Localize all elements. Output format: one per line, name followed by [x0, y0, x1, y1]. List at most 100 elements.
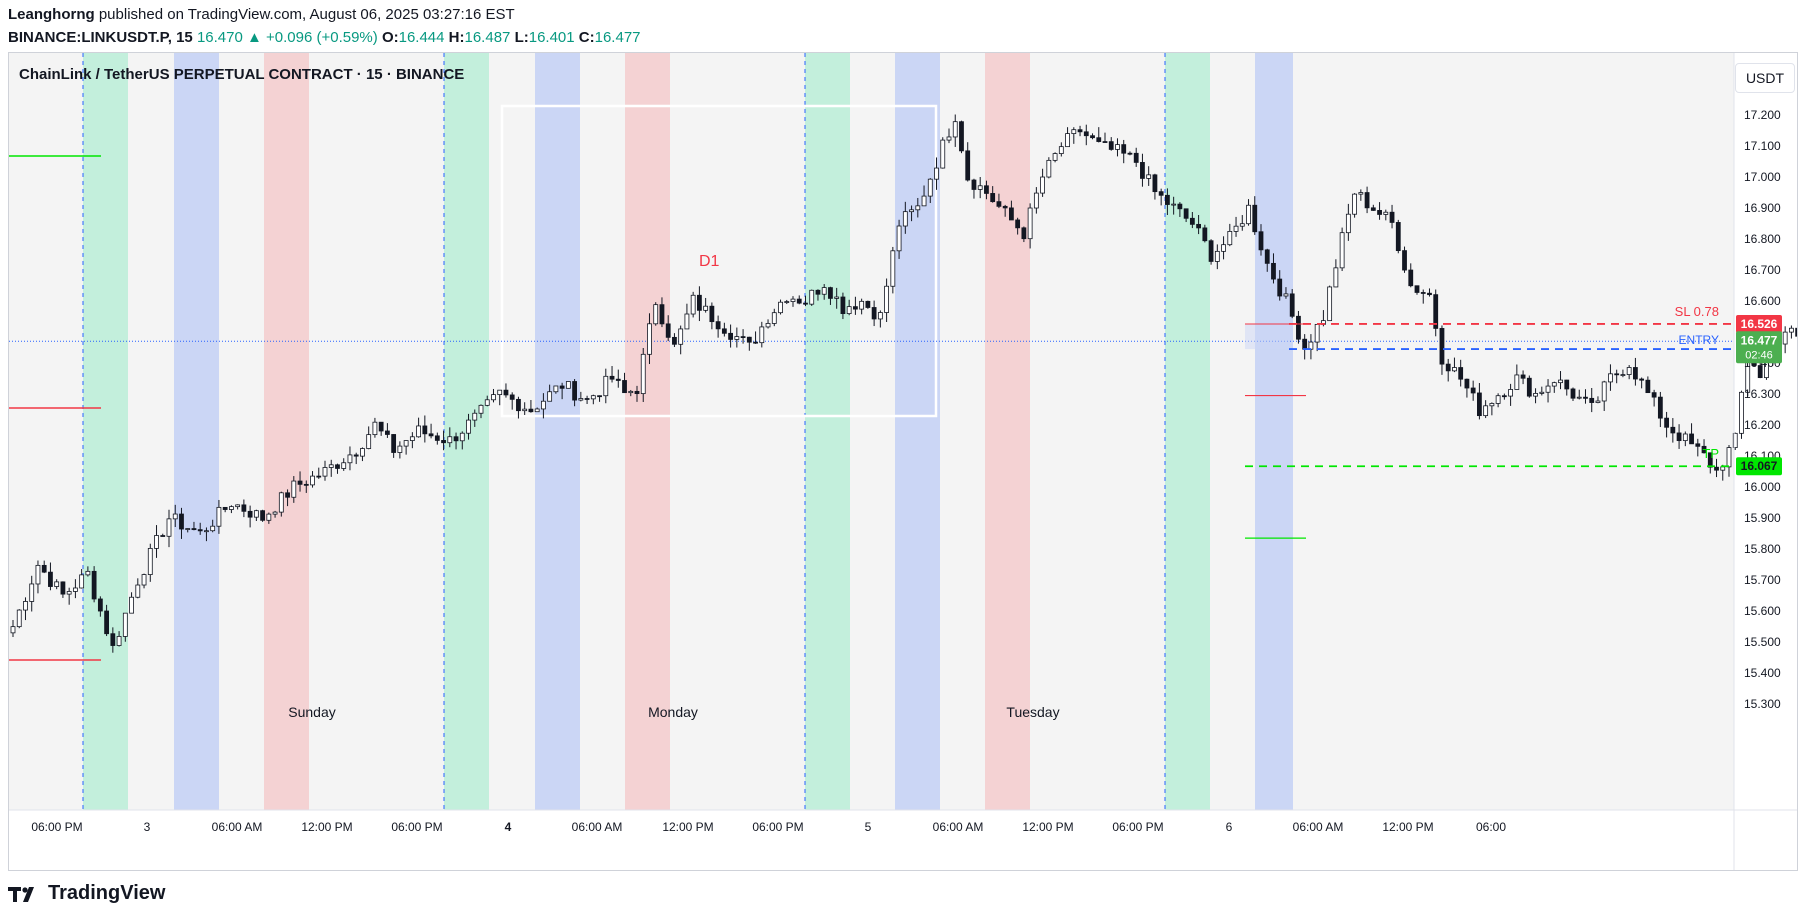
author-name[interactable]: Leanghorng	[8, 6, 95, 23]
candle-body	[597, 395, 602, 398]
candle	[91, 566, 97, 603]
candle	[1608, 364, 1613, 391]
price-tick-label: 15.300	[1744, 697, 1781, 711]
candle-body	[1258, 231, 1264, 251]
candle	[54, 579, 60, 590]
candle	[1789, 325, 1794, 339]
candle	[1083, 124, 1089, 146]
candle	[191, 521, 197, 531]
symbol-name[interactable]: BINANCE:LINKUSDT.P, 15	[8, 29, 193, 46]
candle-body	[1364, 192, 1370, 209]
candle	[1339, 227, 1345, 272]
candle	[1645, 376, 1651, 394]
candle	[1289, 289, 1295, 319]
candle-body	[790, 298, 796, 302]
tradingview-brand[interactable]: TradingView	[8, 882, 165, 905]
candle	[815, 289, 821, 301]
position-box	[1245, 323, 1290, 350]
candle	[1345, 203, 1351, 241]
session-zone	[264, 53, 309, 810]
time-tick-label: 12:00 PM	[301, 820, 352, 834]
candle-body	[422, 425, 428, 435]
candle-body	[1289, 293, 1295, 317]
candle	[1283, 287, 1289, 299]
candle	[996, 193, 1002, 209]
candle-body	[647, 323, 652, 355]
candle	[871, 300, 877, 327]
candle	[1501, 393, 1507, 400]
candle	[1027, 203, 1033, 249]
candle-body	[1027, 207, 1033, 240]
candle-body	[871, 307, 877, 320]
candle-body	[235, 504, 241, 508]
candle	[647, 313, 652, 365]
candle-body	[185, 528, 191, 530]
candle	[559, 382, 565, 400]
candle	[1183, 208, 1189, 223]
time-tick-label: 06:00 AM	[572, 820, 623, 834]
currency-button[interactable]: USDT	[1735, 63, 1795, 93]
candle	[310, 471, 315, 488]
candle-body	[1214, 250, 1220, 262]
candle	[1651, 389, 1657, 407]
candle-body	[1539, 391, 1545, 394]
candle	[23, 597, 28, 621]
candle	[853, 296, 858, 315]
candle-body	[1115, 144, 1120, 150]
candle	[297, 471, 303, 492]
candle-body	[977, 185, 983, 190]
candle	[684, 303, 690, 330]
price-tick-label: 16.800	[1744, 232, 1781, 246]
candle-body	[1458, 367, 1464, 380]
candle	[147, 543, 153, 582]
candle	[79, 569, 85, 589]
candle	[1246, 199, 1251, 226]
candle-body	[1695, 443, 1701, 447]
chart-title: ChainLink / TetherUS PERPETUAL CONTRACT …	[19, 66, 465, 83]
sl-price-tag: 16.526	[1736, 314, 1782, 333]
candle	[35, 560, 41, 594]
candle-body	[497, 389, 503, 396]
candle-body	[609, 375, 615, 380]
candle	[110, 627, 116, 653]
candle-body	[902, 211, 908, 227]
candle-body	[466, 419, 471, 434]
time-tick-label: 06:00 PM	[1112, 820, 1163, 834]
price-chart[interactable]: SL 0.78 ENTRY TP 17.200 17.100 17.000 16.900 1…	[9, 53, 1797, 870]
horizontal-levels	[9, 155, 101, 661]
candle	[1707, 452, 1713, 474]
time-tick-label: 06:00 AM	[1293, 820, 1344, 834]
candle	[640, 347, 646, 402]
candle	[397, 441, 403, 459]
candle-body	[484, 399, 490, 406]
price-tick-label: 15.900	[1744, 511, 1781, 525]
candle-body	[1339, 232, 1345, 269]
candle-body	[409, 436, 415, 441]
candle	[503, 383, 509, 398]
candle	[509, 392, 515, 410]
time-axis[interactable]: 06:00 PM 3 06:00 AM 12:00 PM 06:00 PM 4 06:00 …	[31, 820, 1506, 834]
candle	[1689, 423, 1694, 445]
candle-body	[1395, 222, 1401, 251]
candle-body	[559, 385, 565, 389]
candle-body	[154, 535, 159, 549]
candle	[746, 336, 752, 351]
candle	[590, 394, 596, 405]
candle-body	[1370, 207, 1376, 211]
candle	[665, 315, 671, 342]
price-tick-label: 15.800	[1744, 542, 1781, 556]
candle	[272, 510, 278, 518]
candle-body	[1233, 225, 1239, 232]
candle-body	[940, 139, 946, 169]
candle	[615, 369, 621, 388]
candle	[66, 587, 72, 605]
candle	[1146, 166, 1152, 186]
candle	[1558, 371, 1563, 390]
candle	[1452, 357, 1457, 373]
candle-body	[1489, 403, 1495, 407]
candle	[1370, 204, 1376, 211]
candle-body	[1720, 466, 1726, 471]
session-zone	[895, 53, 940, 810]
candle	[890, 246, 896, 294]
candle-body	[241, 504, 247, 512]
